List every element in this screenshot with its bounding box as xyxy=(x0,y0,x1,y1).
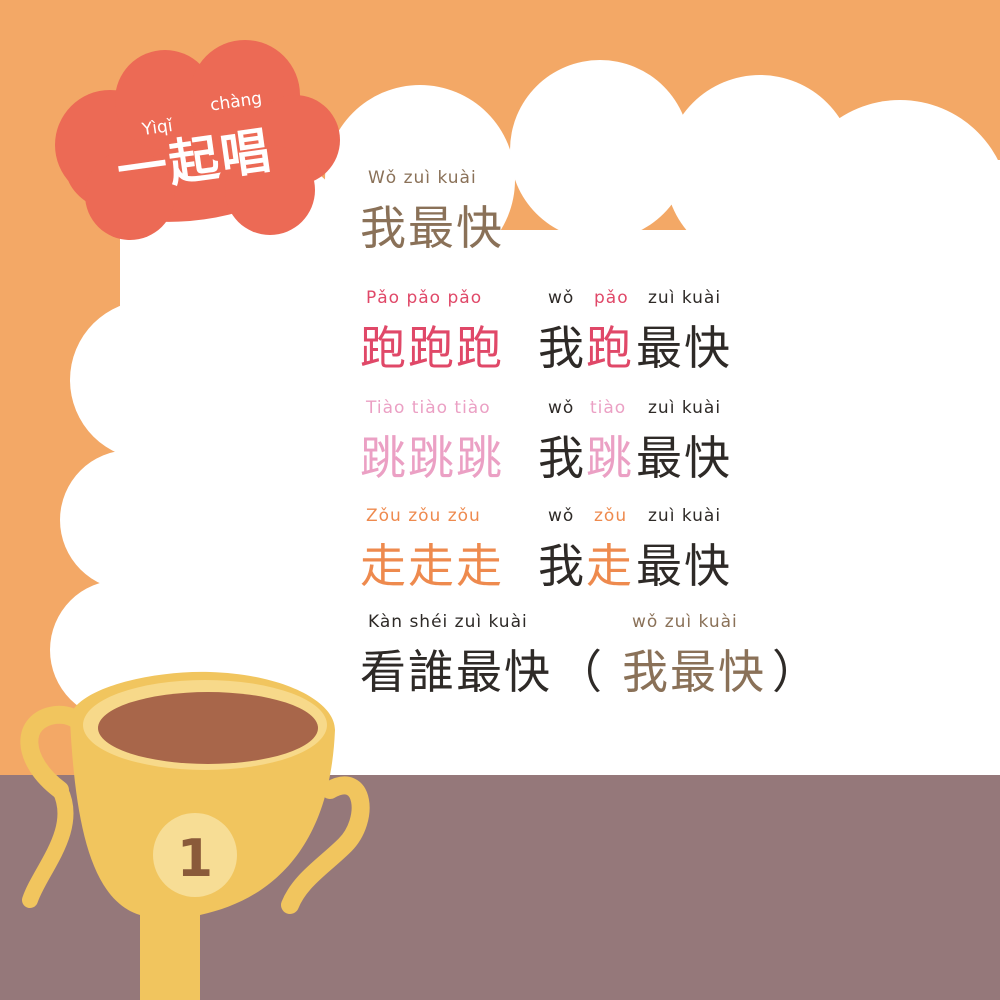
walk-verb-hanzi: 走 xyxy=(586,539,634,593)
jump-verb-pinyin: tiào xyxy=(590,398,627,418)
walk-wo-pinyin: wǒ xyxy=(548,506,575,526)
finale-answer-hanzi: 我最快 xyxy=(622,645,766,699)
run-verb-pinyin: pǎo xyxy=(594,288,629,308)
jump-end-hanzi: 最快 xyxy=(636,431,732,485)
walk-end-hanzi: 最快 xyxy=(636,539,732,593)
walk-action-hanzi: 走走走 xyxy=(360,539,504,593)
white-cloud xyxy=(50,60,1000,790)
walk-verb-pinyin: zǒu xyxy=(594,506,628,526)
walk-end-pinyin: zuì kuài xyxy=(648,506,722,526)
jump-end-pinyin: zuì kuài xyxy=(648,398,722,418)
walk-action-pinyin: Zǒu zǒu zǒu xyxy=(366,506,481,526)
run-verb-hanzi: 跑 xyxy=(586,321,634,375)
jump-wo-pinyin: wǒ xyxy=(548,398,575,418)
title-hanzi: 我最快 xyxy=(360,201,504,255)
jump-verb-hanzi: 跳 xyxy=(586,431,634,485)
finale-answer-pinyin: wǒ zuì kuài xyxy=(632,612,738,632)
title-pinyin: Wǒ zuì kuài xyxy=(368,168,477,188)
run-action-hanzi: 跑跑跑 xyxy=(360,321,504,375)
run-end-hanzi: 最快 xyxy=(636,321,732,375)
finale-question-hanzi: 看誰最快 xyxy=(360,645,552,699)
jump-wo-hanzi: 我 xyxy=(538,431,586,485)
coral-badge-cloud xyxy=(55,40,340,240)
finale-paren-close: ） xyxy=(772,645,820,699)
jump-action-pinyin: Tiào tiào tiào xyxy=(366,398,491,418)
run-wo-pinyin: wǒ xyxy=(548,288,575,308)
trophy-number: 1 xyxy=(177,829,213,889)
trophy-icon: 1 xyxy=(20,671,370,1000)
run-action-pinyin: Pǎo pǎo pǎo xyxy=(366,288,483,308)
run-wo-hanzi: 我 xyxy=(538,321,586,375)
finale-question-pinyin: Kàn shéi zuì kuài xyxy=(368,612,528,632)
run-end-pinyin: zuì kuài xyxy=(648,288,722,308)
walk-wo-hanzi: 我 xyxy=(538,539,586,593)
jump-action-hanzi: 跳跳跳 xyxy=(360,431,504,485)
finale-paren-open: （ xyxy=(556,645,604,699)
